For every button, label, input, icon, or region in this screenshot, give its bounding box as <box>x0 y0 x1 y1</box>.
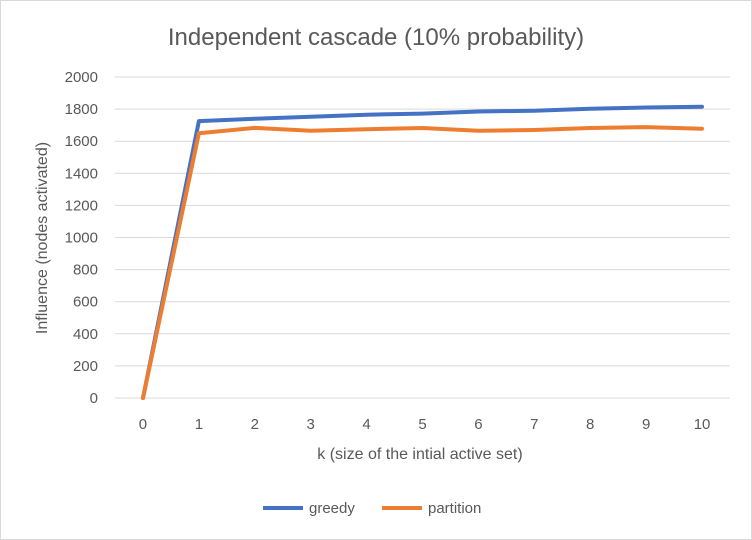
y-tick-label: 1200 <box>65 197 98 214</box>
x-tick-label: 6 <box>474 416 482 433</box>
y-tick-label: 1400 <box>65 165 98 182</box>
x-axis-label: k (size of the intial active set) <box>317 446 522 463</box>
y-tick-label: 800 <box>73 262 98 279</box>
x-tick-label: 10 <box>694 416 711 433</box>
y-tick-label: 2000 <box>65 69 98 86</box>
legend-label-greedy: greedy <box>309 500 355 517</box>
chart-title: Independent cascade (10% probability) <box>168 24 584 51</box>
y-tick-label: 200 <box>73 358 98 375</box>
y-tick-label: 600 <box>73 294 98 311</box>
y-tick-label: 1800 <box>65 101 98 118</box>
x-tick-label: 8 <box>586 416 594 433</box>
x-tick-label: 3 <box>307 416 315 433</box>
gridlines <box>115 76 730 399</box>
y-tick-label: 1000 <box>65 230 98 247</box>
x-tick-label: 9 <box>642 416 650 433</box>
legend: greedy partition <box>263 500 481 517</box>
x-tick-label: 1 <box>195 416 203 433</box>
y-tick-label: 0 <box>90 390 98 407</box>
y-axis-ticks: 0 200 400 600 800 1000 1200 1400 1600 1800 2000 <box>65 69 98 407</box>
series-lines <box>141 104 704 400</box>
y-tick-label: 400 <box>73 326 98 343</box>
x-tick-label: 2 <box>251 416 259 433</box>
x-tick-label: 4 <box>362 416 370 433</box>
x-tick-label: 0 <box>139 416 147 433</box>
legend-label-partition: partition <box>428 500 481 517</box>
x-tick-label: 5 <box>418 416 426 433</box>
x-tick-label: 7 <box>530 416 538 433</box>
series-line-partition <box>141 125 704 400</box>
y-tick-label: 1600 <box>65 133 98 150</box>
series-line-greedy <box>141 104 704 400</box>
y-axis-label: Influence (nodes activated) <box>34 142 51 334</box>
x-axis-ticks: 0 1 2 3 4 5 6 7 8 9 10 <box>139 416 711 433</box>
